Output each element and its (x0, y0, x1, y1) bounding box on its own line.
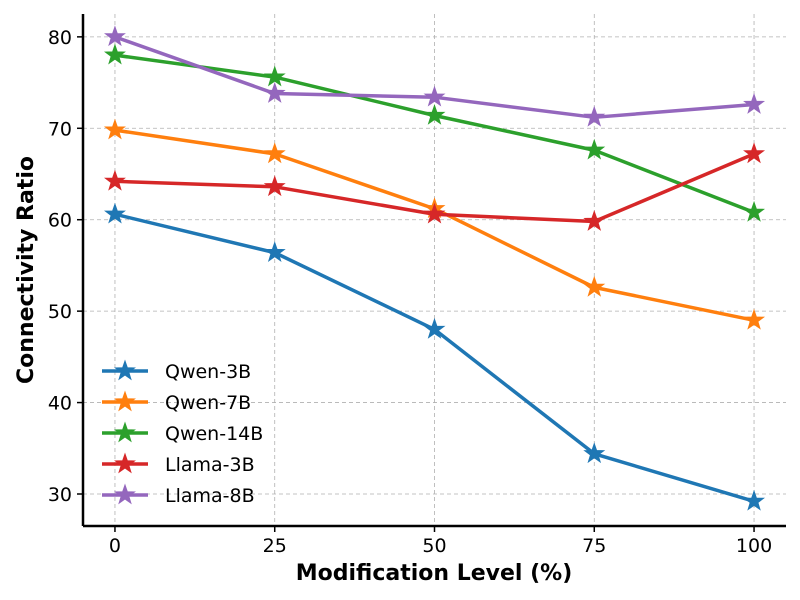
legend-marker (114, 483, 136, 505)
legend-marker (114, 390, 136, 412)
data-point (583, 275, 606, 297)
ticks: 0 25 50 75 100 30 40 50 60 70 80 (48, 27, 772, 557)
legend-item-llama-8b: Llama-8B (102, 483, 255, 507)
data-point (743, 489, 766, 511)
legend-item-qwen-7b: Qwen-7B (102, 390, 251, 414)
data-point (263, 241, 286, 262)
data-point (423, 103, 446, 125)
data-point (103, 43, 126, 65)
data-point (263, 175, 286, 197)
series-qwen-14b (103, 43, 766, 222)
legend-marker (114, 359, 136, 381)
legend-item-qwen-14b: Qwen-14B (102, 421, 263, 445)
legend-label: Llama-3B (165, 454, 255, 476)
y-tick-label: 60 (48, 210, 72, 232)
data-point (263, 65, 286, 87)
legend-label: Qwen-14B (165, 423, 263, 445)
series-qwen-3b (103, 202, 766, 511)
legend: Qwen-3B Qwen-7B Qwen-14B Llama-3B Llama-8B (102, 359, 263, 507)
x-tick-label: 50 (422, 535, 446, 557)
data-point (103, 202, 126, 224)
series-layer (103, 25, 766, 511)
y-tick-label: 30 (48, 484, 72, 506)
data-point (103, 169, 126, 191)
data-point (263, 82, 286, 103)
data-point (423, 85, 446, 107)
x-tick-label: 75 (582, 535, 606, 557)
grid (83, 14, 786, 526)
x-tick-label: 100 (736, 535, 772, 557)
legend-item-qwen-3b: Qwen-3B (102, 359, 251, 383)
y-tick-label: 80 (48, 27, 72, 49)
data-point (263, 142, 286, 164)
legend-label: Qwen-3B (165, 361, 251, 383)
x-axis-title: Modification Level (%) (296, 561, 573, 586)
x-tick-label: 0 (109, 535, 121, 557)
y-tick-label: 70 (48, 118, 72, 140)
series-llama-8b (103, 25, 766, 127)
x-tick-label: 25 (263, 535, 287, 557)
legend-marker (114, 421, 136, 443)
data-point (583, 138, 606, 160)
data-point (583, 442, 606, 464)
data-point (743, 308, 766, 330)
data-point (423, 202, 446, 224)
series-llama-3b (103, 142, 766, 231)
legend-label: Llama-8B (165, 485, 255, 507)
legend-marker (114, 452, 136, 474)
y-axis-title: Connectivity Ratio (14, 156, 39, 384)
data-point (743, 200, 766, 222)
data-point (743, 92, 766, 114)
legend-item-llama-3b: Llama-3B (102, 452, 255, 476)
legend-label: Qwen-7B (165, 392, 251, 414)
data-point (103, 25, 126, 47)
data-point (583, 210, 606, 231)
data-point (103, 118, 126, 140)
data-point (743, 142, 766, 164)
data-point (583, 105, 606, 127)
data-point (423, 317, 446, 339)
y-tick-label: 50 (48, 301, 72, 323)
y-tick-label: 40 (48, 393, 72, 415)
